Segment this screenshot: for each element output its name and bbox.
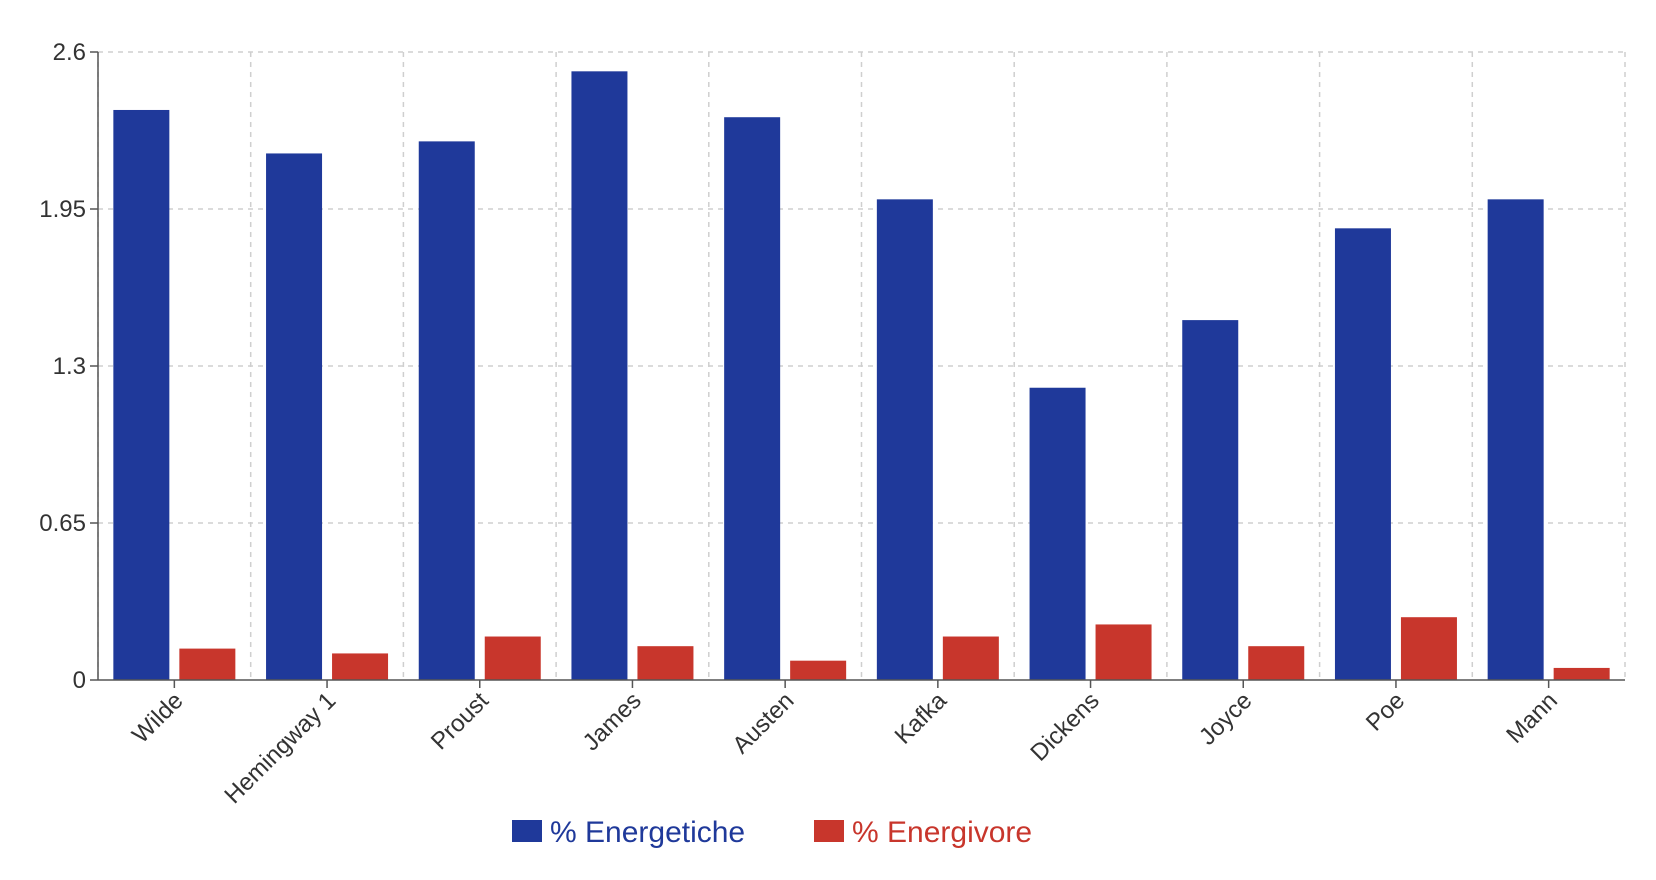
bar-energivore-hemingway-1[interactable] xyxy=(332,653,389,680)
bar-energivore-austen[interactable] xyxy=(790,660,847,680)
bar-energivore-james[interactable] xyxy=(637,646,694,680)
y-tick-label: 0 xyxy=(73,667,86,694)
x-tick-label: James xyxy=(578,687,647,756)
y-tick-label: 1.3 xyxy=(53,353,86,380)
legend-swatch xyxy=(512,820,542,842)
bar-energivore-proust[interactable] xyxy=(484,636,541,680)
bar-energivore-joyce[interactable] xyxy=(1248,646,1305,680)
bars xyxy=(113,71,1610,681)
legend-label: % Energivore xyxy=(852,816,1032,849)
bar-energivore-mann[interactable] xyxy=(1553,667,1610,680)
bar-energetiche-kafka[interactable] xyxy=(876,199,933,681)
x-tick-label: Wilde xyxy=(127,687,189,749)
x-tick-label: Poe xyxy=(1361,687,1410,736)
bar-energetiche-wilde[interactable] xyxy=(113,109,170,680)
bar-energetiche-poe[interactable] xyxy=(1334,228,1391,681)
x-tick-label: Austen xyxy=(727,687,799,759)
bar-energetiche-dickens[interactable] xyxy=(1029,387,1086,680)
x-tick-label: Hemingway 1 xyxy=(219,687,341,809)
x-tick-label: Dickens xyxy=(1025,687,1104,766)
bar-energetiche-hemingway-1[interactable] xyxy=(266,153,323,680)
x-tick-label: Kafka xyxy=(890,687,953,750)
bar-energivore-dickens[interactable] xyxy=(1095,624,1152,680)
x-tick-label: Mann xyxy=(1501,687,1563,749)
x-tick-label: Proust xyxy=(426,687,494,755)
y-tick-label: 2.6 xyxy=(53,39,86,66)
bar-energetiche-joyce[interactable] xyxy=(1182,320,1239,680)
y-tick-label: 1.95 xyxy=(39,196,86,223)
bar-energetiche-mann[interactable] xyxy=(1487,199,1544,681)
x-tick-label: Joyce xyxy=(1194,687,1257,750)
legend-item-energetiche[interactable]: % Energetiche xyxy=(512,816,745,849)
legend: % Energetiche % Energivore xyxy=(512,816,1032,849)
bar-energetiche-proust[interactable] xyxy=(418,141,475,680)
legend-label: % Energetiche xyxy=(550,816,745,849)
legend-item-energivore[interactable]: % Energivore xyxy=(814,816,1032,849)
y-tick-label: 0.65 xyxy=(39,510,86,537)
bar-energivore-wilde[interactable] xyxy=(179,648,236,680)
bar-energivore-kafka[interactable] xyxy=(942,636,999,680)
grid-lines xyxy=(97,51,1626,680)
bar-energetiche-austen[interactable] xyxy=(724,117,781,680)
bar-energivore-poe[interactable] xyxy=(1400,617,1457,680)
bar-energetiche-james[interactable] xyxy=(571,71,628,681)
legend-swatch xyxy=(814,820,844,842)
